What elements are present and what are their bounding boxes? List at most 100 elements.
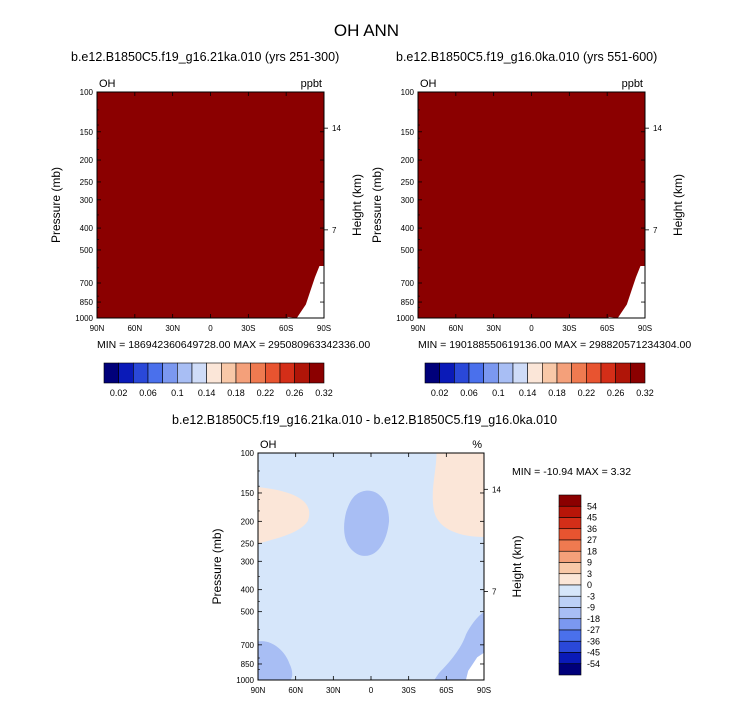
panel2-terrain-mask <box>608 266 645 318</box>
panel3-y-tick-label: 1000 <box>236 676 254 685</box>
panel3-y-tick-label: 100 <box>241 449 255 458</box>
panel3-colorbar-label: -27 <box>587 625 600 635</box>
panel1-colorbar-box <box>177 362 193 384</box>
panel3-y-tick-label: 400 <box>241 586 255 595</box>
panel1-colorbar-box <box>206 362 222 384</box>
panel3-min-max-text: MIN = -10.94 MAX = 3.32 <box>512 466 631 478</box>
panel2-y-tick-label: 100 <box>401 88 415 97</box>
panel1-colorbar-label: 0.32 <box>315 388 333 398</box>
panel2-colorbar-label: 0.26 <box>607 388 625 398</box>
panel3-x-tick-label: 30S <box>402 686 416 695</box>
panel3-y-tick-label: 250 <box>241 539 255 548</box>
panel2-colorbar-label: 0.14 <box>519 388 537 398</box>
panel1-colorbar-label: 0.18 <box>227 388 245 398</box>
panel3-terrain-mask <box>465 652 484 680</box>
panel1-y-tick-label: 700 <box>80 279 94 288</box>
panel1-colorbar-box <box>162 362 178 384</box>
panel1-colorbar-label: 0.22 <box>257 388 275 398</box>
panel2-y-tick-label: 400 <box>401 224 415 233</box>
panel1-colorbar-box <box>309 362 325 384</box>
panel2-right-string: ppbt <box>622 78 643 90</box>
panel1-colorbar-label: 0.06 <box>139 388 157 398</box>
panel1-y-tick-label: 850 <box>80 298 94 307</box>
panel3-colorbar-box <box>558 573 582 586</box>
panel1-colorbar-box <box>221 362 237 384</box>
panel1-colorbar-label: 0.1 <box>171 388 184 398</box>
panel2-colorbar-box <box>630 362 646 384</box>
panel2-x-tick-label: 60S <box>600 324 614 333</box>
panel3-colorbar-box <box>558 550 582 563</box>
panel1-x-tick-label: 30N <box>165 324 180 333</box>
main-title: OH ANN <box>333 21 400 40</box>
panel2-x-tick-label: 60N <box>448 324 463 333</box>
panel2-colorbar-box <box>454 362 470 384</box>
panel3-colorbar-box <box>558 629 582 642</box>
panel2-colorbar-box <box>615 362 631 384</box>
panel1-colorbar-box <box>235 362 251 384</box>
panel1-x-tick-label: 90N <box>90 324 105 333</box>
panel1-y-tick-label: 100 <box>80 88 94 97</box>
panel1-y-tick-label: 300 <box>80 196 94 205</box>
panel1-colorbar-label: 0.02 <box>110 388 128 398</box>
panel2-colorbar-label: 0.06 <box>460 388 478 398</box>
panel2-y-tick-label: 200 <box>401 156 415 165</box>
panel1-colorbar-box <box>103 362 119 384</box>
panel1-y-tick-label: 250 <box>80 178 94 187</box>
panel2-height-tick-label: 7 <box>653 226 658 235</box>
panel3-y-tick-label: 850 <box>241 660 255 669</box>
panel2-title: b.e12.B1850C5.f19_g16.0ka.010 (yrs 551-6… <box>396 50 658 64</box>
panel1-min-max-text: MIN = 186942360649728.00 MAX = 295080963… <box>97 339 370 351</box>
panel2-x-tick-label: 30S <box>562 324 576 333</box>
panel2-colorbar-box <box>512 362 528 384</box>
panel1-x-tick-label: 60N <box>127 324 142 333</box>
panel3-colorbar-label: 36 <box>587 524 597 534</box>
panel3-colorbar-box <box>558 640 582 653</box>
panel3-y-axis-label: Pressure (mb) <box>210 528 224 604</box>
panel1-height-tick-label: 7 <box>332 226 337 235</box>
panel3-colorbar-box <box>558 562 582 575</box>
panel2-y-tick-label: 850 <box>401 298 415 307</box>
panel3-colorbar-label: 3 <box>587 569 592 579</box>
panel2-x-tick-label: 90N <box>411 324 426 333</box>
panel3-x-tick-label: 30N <box>326 686 341 695</box>
panel2-colorbar-label: 0.1 <box>492 388 505 398</box>
panel1-colorbar-box <box>250 362 266 384</box>
panel3-colorbar-box <box>558 494 582 507</box>
panel3-colorbar-label: -45 <box>587 648 600 658</box>
panel2-y-tick-label: 500 <box>401 246 415 255</box>
panel2-colorbar-box <box>586 362 602 384</box>
panel1-right-string: ppbt <box>301 78 322 90</box>
panel2-y-tick-label: 150 <box>401 128 415 137</box>
panel2-y-axis-label: Pressure (mb) <box>370 167 384 243</box>
panel2-colorbar-box <box>571 362 587 384</box>
panel2-left-string: OH <box>420 78 437 90</box>
panel2-colorbar-box <box>483 362 499 384</box>
panel2-colorbar-label: 0.22 <box>578 388 596 398</box>
panel1-y-tick-label: 500 <box>80 246 94 255</box>
panel2-y-axis-label-right: Height (km) <box>671 174 685 236</box>
panel3-x-tick-label: 90N <box>251 686 266 695</box>
panel2-colorbar-label: 0.02 <box>431 388 449 398</box>
panel3-colorbar-label: -18 <box>587 614 600 624</box>
panel1-terrain-mask <box>287 266 324 318</box>
panel1-colorbar-label: 0.26 <box>286 388 304 398</box>
panel1-colorbar-box <box>118 362 134 384</box>
panel2-y-tick-label: 1000 <box>396 314 414 323</box>
panel2-y-tick-label: 250 <box>401 178 415 187</box>
panel2-colorbar-label: 0.32 <box>636 388 654 398</box>
panel1-colorbar-label: 0.14 <box>198 388 216 398</box>
panel3-colorbar-label: 45 <box>587 513 597 523</box>
panel3-colorbar-label: -36 <box>587 636 600 646</box>
panel3-colorbar-box <box>558 539 582 552</box>
panel2-colorbar-label: 0.18 <box>548 388 566 398</box>
panel3-colorbar-box <box>558 584 582 597</box>
panel2-min-max-text: MIN = 190188550619136.00 MAX = 298820571… <box>418 339 691 351</box>
panel3-negative-patch-bottom-left <box>258 641 293 680</box>
panel1-field-fill <box>97 92 324 318</box>
panel3-colorbar-label: 18 <box>587 546 597 556</box>
panel3-positive-patch-left <box>258 487 310 544</box>
panel2-colorbar-box <box>556 362 572 384</box>
panel3-negative-patch-bottom-right <box>434 611 484 680</box>
panel3-height-tick-label: 7 <box>492 587 497 596</box>
